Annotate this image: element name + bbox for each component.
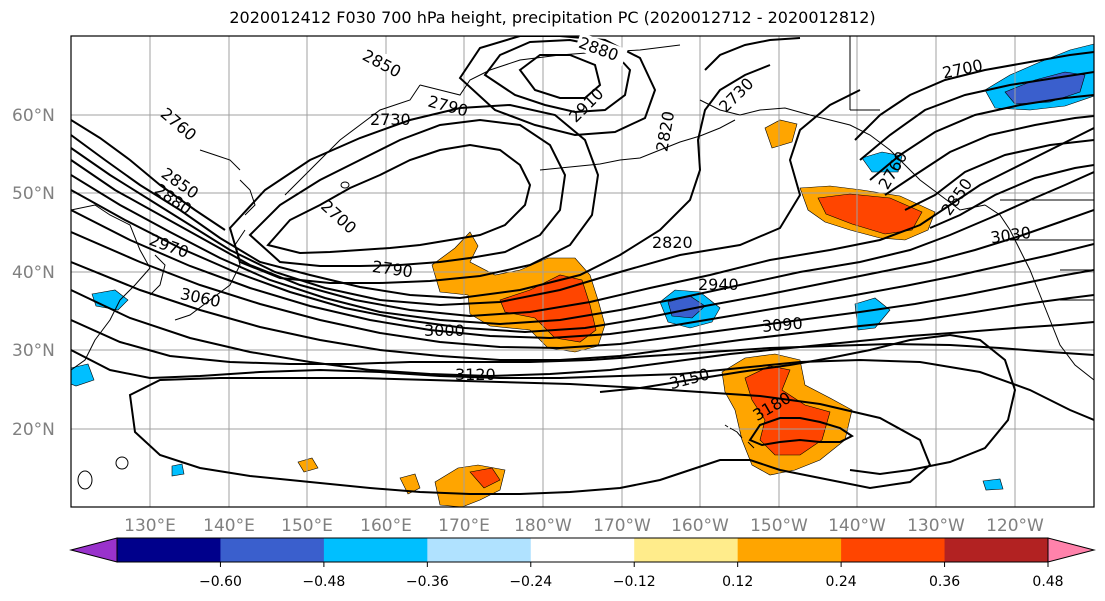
lat-label-40n: 40°N bbox=[12, 263, 55, 283]
contour-label-3000-a: 3000 bbox=[424, 321, 465, 340]
contour-2760-ne bbox=[869, 94, 1094, 181]
contour-2700-low bbox=[266, 143, 532, 255]
contour-label-2730-a: 2730 bbox=[370, 110, 411, 129]
negative-anomaly-gulf bbox=[861, 151, 903, 173]
gridlines bbox=[71, 36, 1094, 507]
colorbar-segment bbox=[117, 538, 221, 562]
lon-label-150w: 150°W bbox=[750, 516, 808, 536]
contour-2850 bbox=[71, 127, 1094, 318]
negative-anomaly-small-1 bbox=[171, 463, 185, 477]
colorbar-segment bbox=[530, 538, 635, 562]
lon-label-170e: 170°E bbox=[438, 516, 490, 536]
colorbar-tick-label: 0.36 bbox=[929, 574, 960, 590]
lon-label-130w: 130°W bbox=[907, 516, 965, 536]
positive-anomaly-northeast-core bbox=[817, 193, 923, 235]
contour-2820-ne bbox=[904, 139, 1094, 211]
contour-2880 bbox=[71, 171, 1094, 326]
contour-2880-north bbox=[483, 38, 632, 114]
colorbar-tick-label: −0.24 bbox=[509, 574, 552, 590]
negative-anomaly-small-2 bbox=[982, 478, 1004, 491]
precipitation-shading bbox=[71, 43, 1094, 507]
latitude-labels: 60°N 50°N 40°N 30°N 20°N bbox=[12, 106, 55, 440]
contour-2730-ne bbox=[859, 71, 1094, 161]
colorbar-right-extend bbox=[1047, 537, 1096, 563]
lon-label-160e: 160°E bbox=[360, 516, 412, 536]
colorbar-segment bbox=[944, 538, 1049, 562]
contour-3090 bbox=[71, 349, 1094, 421]
contour-2730-outer bbox=[248, 118, 567, 267]
contour-2970 bbox=[71, 231, 1094, 350]
lon-label-140e: 140°E bbox=[203, 516, 255, 536]
lon-label-130e: 130°E bbox=[124, 516, 176, 536]
lon-label-160w: 160°W bbox=[671, 516, 729, 536]
contour-2940 bbox=[71, 209, 1094, 340]
colorbar-tick-label: −0.60 bbox=[199, 574, 242, 590]
colorbar-tick-label: 0.48 bbox=[1032, 574, 1063, 590]
lon-label-150e: 150°E bbox=[281, 516, 333, 536]
colorbar-segment bbox=[220, 538, 325, 562]
contour-3000 bbox=[71, 261, 1094, 361]
contour-2910 bbox=[71, 189, 1094, 334]
negative-anomaly-northeast-core bbox=[1004, 71, 1086, 105]
colorbar: −0.60 −0.48 −0.36 −0.24 −0.12 0.12 0.24 0.36 0.4… bbox=[69, 537, 1096, 590]
contour-3060 bbox=[71, 319, 1094, 365]
contour-2820 bbox=[71, 89, 861, 307]
colorbar-segment bbox=[737, 538, 842, 562]
contour-2790-ne bbox=[884, 115, 1094, 196]
lat-label-20n: 20°N bbox=[12, 420, 55, 440]
lat-label-50n: 50°N bbox=[12, 184, 55, 204]
positive-anomaly-small-2 bbox=[399, 473, 421, 495]
contour-label-2940-a: 2940 bbox=[698, 275, 739, 294]
contour-label-2820-b: 2820 bbox=[652, 233, 693, 252]
contour-label-3090-a: 3090 bbox=[761, 313, 803, 335]
map-title: 2020012412 F030 700 hPa height, precipit… bbox=[229, 8, 876, 27]
contour-2850-north bbox=[458, 36, 657, 137]
contour-2790 bbox=[71, 64, 771, 300]
longitude-labels: 130°E 140°E 150°E 160°E 170°E 180°W 170°… bbox=[124, 516, 1044, 536]
colorbar-tick-label: 0.24 bbox=[826, 574, 857, 590]
colorbar-tick-label: −0.36 bbox=[406, 574, 449, 590]
lat-label-30n: 30°N bbox=[12, 341, 55, 361]
lat-label-60n: 60°N bbox=[12, 106, 55, 126]
colorbar-segment bbox=[841, 538, 946, 562]
contour-2700-ne bbox=[854, 51, 1094, 141]
lon-label-170w: 170°W bbox=[593, 516, 651, 536]
contour-2880-ne bbox=[929, 164, 1094, 229]
colorbar-segment bbox=[323, 538, 428, 562]
colorbar-frame bbox=[116, 537, 1049, 563]
positive-anomaly-hawaii-core bbox=[744, 365, 831, 456]
colorbar-left-extend bbox=[69, 537, 118, 563]
contour-2760-outer bbox=[228, 103, 600, 284]
contour-2910-north bbox=[518, 54, 602, 99]
lon-label-180w: 180°W bbox=[514, 516, 572, 536]
colorbar-segment bbox=[427, 538, 532, 562]
positive-anomaly-alaska bbox=[764, 119, 798, 149]
colorbar-tick-label: −0.12 bbox=[613, 574, 656, 590]
colorbar-tick-label: −0.48 bbox=[302, 574, 345, 590]
contour-2730-alaska bbox=[704, 37, 801, 71]
contour-3180 bbox=[748, 417, 854, 447]
contour-label-3120-a: 3120 bbox=[455, 365, 496, 384]
lon-label-140w: 140°W bbox=[828, 516, 886, 536]
colorbar-tick-label: 0.12 bbox=[722, 574, 753, 590]
height-contours bbox=[71, 36, 1094, 495]
contour-3120 bbox=[128, 377, 932, 495]
contour-3150 bbox=[599, 333, 1017, 476]
negative-anomaly-west-2 bbox=[71, 363, 95, 387]
positive-anomaly-south-core bbox=[469, 467, 501, 489]
lon-label-120w: 120°W bbox=[986, 516, 1044, 536]
contour-2760 bbox=[71, 119, 226, 231]
colorbar-segment bbox=[634, 538, 739, 562]
contour-3030 bbox=[71, 289, 1094, 378]
